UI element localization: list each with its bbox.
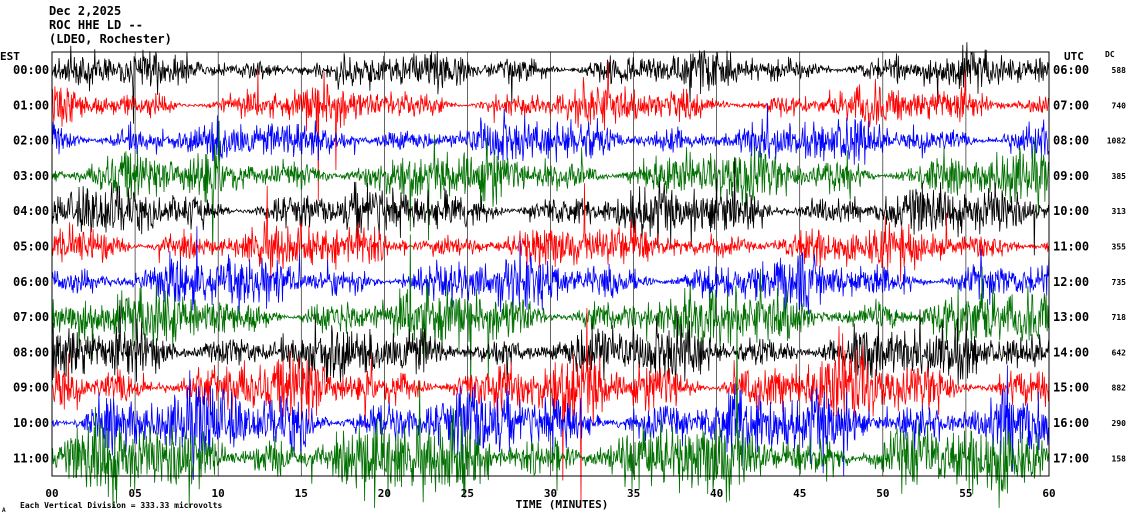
utc-hour-label: 09:00 bbox=[1053, 169, 1089, 183]
trace-row bbox=[51, 234, 1050, 402]
plot-frame bbox=[51, 51, 1050, 477]
utc-hour-label: 07:00 bbox=[1053, 98, 1089, 112]
utc-hour-label: 12:00 bbox=[1053, 275, 1089, 289]
scale-note: Each Vertical Division = 333.33 microvol… bbox=[20, 500, 222, 510]
utc-hour-label: 08:00 bbox=[1053, 134, 1089, 148]
est-hour-label: 08:00 bbox=[13, 345, 49, 359]
dc-offset-value: 355 bbox=[1112, 243, 1127, 252]
utc-hour-label: 06:00 bbox=[1053, 63, 1089, 77]
x-axis-title: TIME (MINUTES) bbox=[516, 498, 609, 511]
header-station: ROC HHE LD -- bbox=[49, 18, 143, 32]
trace-row bbox=[51, 42, 1050, 124]
trace-row bbox=[52, 307, 1050, 509]
seismic-traces bbox=[51, 42, 1050, 509]
x-tick-label: 55 bbox=[959, 487, 972, 500]
utc-hour-label: 11:00 bbox=[1053, 240, 1089, 254]
trace-row bbox=[51, 60, 1050, 201]
est-label: EST bbox=[0, 50, 20, 63]
plot-border bbox=[51, 51, 1050, 477]
dc-offset-value: 642 bbox=[1112, 348, 1127, 357]
x-tick-label: 10 bbox=[212, 487, 225, 500]
utc-hour-label: 14:00 bbox=[1053, 345, 1089, 359]
dc-offset-value: 1082 bbox=[1107, 137, 1126, 146]
x-tick-label: 20 bbox=[378, 487, 391, 500]
x-tick-label: 30 bbox=[544, 487, 557, 500]
dc-offset-value: 313 bbox=[1112, 207, 1127, 216]
x-tick-label: 25 bbox=[461, 487, 474, 500]
utc-hour-label: 10:00 bbox=[1053, 204, 1089, 218]
x-tick-label: 35 bbox=[627, 487, 640, 500]
dc-offset-value: 735 bbox=[1112, 278, 1127, 287]
dc-offset-value: 290 bbox=[1112, 419, 1127, 428]
x-tick-label: 15 bbox=[295, 487, 308, 500]
utc-label: UTC bbox=[1064, 50, 1084, 63]
est-hour-label: 06:00 bbox=[13, 275, 49, 289]
dc-offset-value: 385 bbox=[1112, 172, 1127, 181]
trace-row bbox=[51, 158, 1050, 256]
trace-row bbox=[51, 299, 1050, 395]
utc-hour-label: 15:00 bbox=[1053, 381, 1089, 395]
x-tick-label: 60 bbox=[1042, 487, 1055, 500]
dc-offset-value: 740 bbox=[1112, 101, 1127, 110]
x-tick-label: 00 bbox=[45, 487, 58, 500]
est-hour-label: 07:00 bbox=[13, 310, 49, 324]
trace-row bbox=[51, 365, 1050, 480]
dc-offset-value: 158 bbox=[1112, 454, 1127, 463]
dc-offset-value: 882 bbox=[1112, 384, 1127, 393]
x-tick-label: 05 bbox=[128, 487, 141, 500]
utc-hour-label: 16:00 bbox=[1053, 416, 1089, 430]
est-hour-label: 01:00 bbox=[13, 98, 49, 112]
trace-row bbox=[51, 103, 1050, 165]
est-hour-label: 03:00 bbox=[13, 169, 49, 183]
x-tick-label: 40 bbox=[710, 487, 723, 500]
est-hour-label: 00:00 bbox=[13, 63, 49, 77]
x-tick-label: 45 bbox=[793, 487, 806, 500]
est-hour-label: 11:00 bbox=[13, 451, 49, 465]
header-network: (LDEO, Rochester) bbox=[49, 32, 172, 46]
trace-row bbox=[51, 183, 1050, 282]
dc-offset-value: 718 bbox=[1112, 313, 1127, 322]
dc-offset-value: 588 bbox=[1112, 66, 1127, 75]
trace-row bbox=[51, 226, 1050, 323]
trace-row bbox=[51, 314, 1050, 509]
utc-hour-label: 13:00 bbox=[1053, 310, 1089, 324]
axis-labels: EST UTC DC 00:00 06:00 588 01:00 07:00 740 02:00 0… bbox=[0, 50, 1126, 514]
est-hour-label: 10:00 bbox=[13, 416, 49, 430]
header-date: Dec 2,2025 bbox=[49, 4, 122, 18]
est-hour-label: 04:00 bbox=[13, 204, 49, 218]
scale-note-marker: A bbox=[2, 507, 6, 514]
est-hour-label: 09:00 bbox=[13, 381, 49, 395]
x-tick-label: 50 bbox=[876, 487, 889, 500]
est-hour-label: 02:00 bbox=[13, 134, 49, 148]
est-hour-label: 05:00 bbox=[13, 240, 49, 254]
utc-hour-label: 17:00 bbox=[1053, 451, 1089, 465]
trace-row bbox=[51, 120, 1050, 255]
dc-label: DC bbox=[1105, 50, 1115, 59]
